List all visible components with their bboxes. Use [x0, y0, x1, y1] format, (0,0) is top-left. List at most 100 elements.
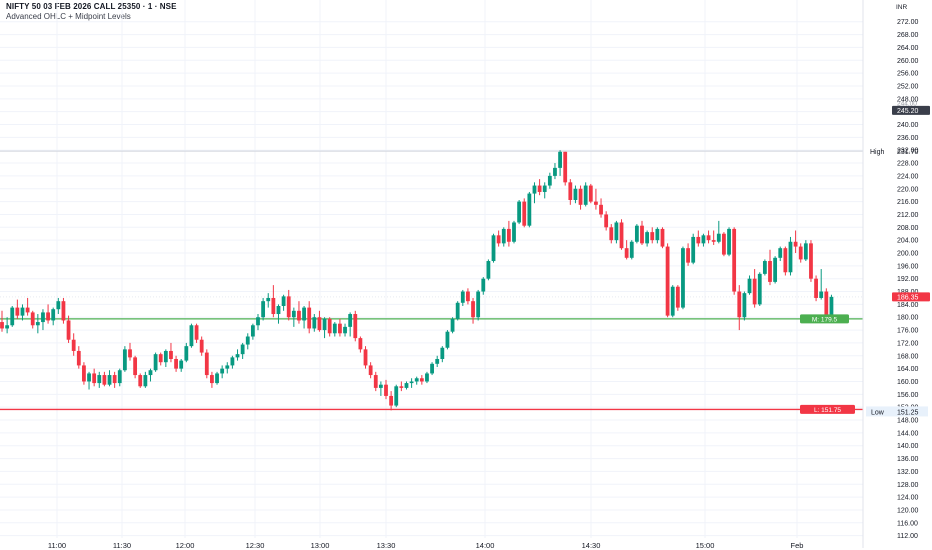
candle [594, 188, 598, 210]
candle [466, 288, 470, 305]
candle-body [711, 240, 716, 242]
candle [553, 163, 557, 180]
candle-body [332, 323, 337, 334]
y-tick-label: 268.00 [897, 32, 919, 39]
candle-body [378, 384, 383, 388]
low-tag-label: L: 151.75 [814, 407, 841, 414]
candle [220, 365, 225, 379]
candle-body [225, 365, 230, 369]
candle-body [143, 375, 148, 387]
x-tick-label: Feb [791, 541, 804, 550]
candle-body [414, 378, 419, 382]
candle-body [762, 261, 767, 274]
candle [153, 352, 158, 372]
candle [286, 289, 291, 321]
candle [368, 362, 373, 379]
candle-body [35, 322, 40, 326]
midpoint-tag [800, 314, 849, 324]
candle [97, 371, 102, 388]
candle [112, 371, 117, 388]
y-tick-label: 248.00 [897, 96, 919, 103]
candle-body [517, 201, 522, 223]
candle-body [476, 291, 481, 318]
candle-body [384, 384, 388, 396]
candle-body [281, 296, 286, 306]
candle [788, 236, 793, 276]
candle-body [440, 347, 445, 359]
candle [158, 352, 163, 366]
candle [404, 381, 409, 390]
candle [117, 368, 122, 387]
candle-body [235, 354, 240, 358]
y-tick-label: 204.00 [897, 238, 919, 245]
candle-body [61, 301, 66, 321]
candle [609, 224, 614, 244]
candle [762, 259, 767, 276]
candle-body [128, 349, 132, 358]
candle-body [133, 357, 138, 376]
candle-body [450, 318, 455, 332]
candle [76, 346, 81, 369]
candle [604, 211, 609, 231]
candle-body [169, 350, 173, 359]
candle [727, 227, 731, 257]
candle [563, 151, 568, 186]
x-tick-label: 12:00 [176, 541, 195, 550]
candle [199, 336, 204, 356]
candle [276, 304, 281, 324]
symbol-title[interactable]: NIFTY 50 03 FEB 2026 CALL 25350 · 1 · NS… [6, 2, 177, 11]
candle [629, 240, 634, 260]
y-tick-label: 136.00 [897, 456, 919, 463]
candle [568, 179, 573, 205]
level-lines [0, 150, 863, 411]
candle-body [425, 373, 429, 382]
candle-body [327, 318, 332, 334]
candle-body [716, 233, 721, 242]
candle-body [793, 241, 798, 247]
candle [803, 240, 808, 262]
candle-body [46, 312, 50, 321]
candle [716, 220, 721, 244]
candle [378, 381, 383, 396]
indicator-title[interactable]: Advanced OHLC + Midpoint Levels [6, 12, 131, 21]
candle [445, 330, 450, 350]
candle-body [358, 338, 363, 350]
top-tag-hidden-value: 244.00 [897, 100, 917, 107]
candle [317, 310, 322, 332]
candle [460, 289, 465, 306]
midpoint-tag-label: M: 179.5 [812, 316, 838, 323]
candle [425, 371, 429, 384]
candle [450, 317, 455, 334]
y-tick-label: 236.00 [897, 135, 919, 142]
candle-body [153, 354, 158, 371]
candle-body [266, 297, 271, 302]
candle [537, 179, 542, 196]
candle-body [97, 375, 102, 384]
candle-body [322, 318, 327, 331]
candle [491, 233, 496, 263]
candle-body [594, 201, 598, 205]
candle-body [481, 278, 486, 292]
candle-body [486, 261, 491, 279]
candle [455, 301, 460, 321]
candle [778, 246, 783, 262]
candle [701, 233, 706, 247]
candle-body [460, 291, 465, 303]
candle [624, 240, 629, 260]
candle [742, 291, 747, 321]
candle [675, 285, 680, 311]
candle [30, 310, 35, 329]
candle-body [619, 222, 624, 249]
candle [327, 317, 332, 337]
y-tick-label: 176.00 [897, 328, 919, 335]
currency-label[interactable]: INR [896, 4, 908, 11]
x-tick-label: 15:00 [696, 541, 715, 550]
y-tick-label: 232.00 [897, 148, 919, 155]
candle-body [445, 331, 450, 348]
candle-body [573, 188, 578, 200]
candle-body [87, 373, 91, 382]
top-price-tag [892, 105, 930, 115]
candle-body [614, 222, 619, 241]
